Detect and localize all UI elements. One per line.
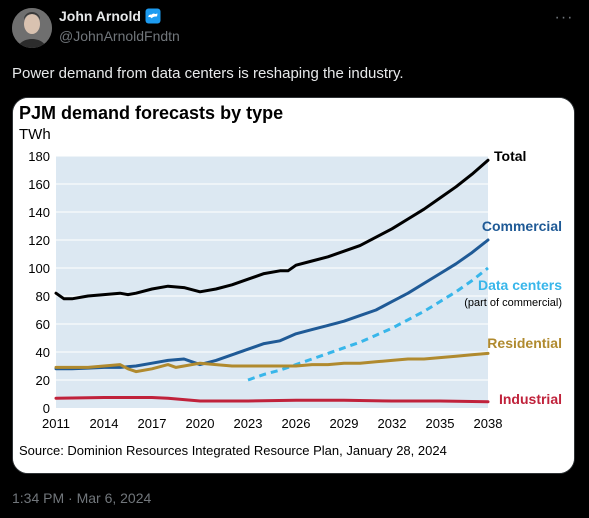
more-dots-icon[interactable]: ···: [554, 9, 574, 26]
x-axis-ticks: 2011 2014 2017 2020 2023 2026 2029 2032 2035 2038: [42, 416, 502, 431]
y-tick-label: 80: [36, 289, 50, 304]
y-tick-label: 180: [28, 149, 50, 164]
timestamp[interactable]: 1:34 PM · Mar 6, 2024: [12, 490, 152, 506]
x-tick-label: 2035: [426, 416, 455, 431]
chart-source: Source: Dominion Resources Integrated Re…: [19, 443, 447, 458]
plot-area: [56, 156, 488, 408]
y-tick-label: 160: [28, 177, 50, 192]
series-label-total: Total: [494, 148, 526, 164]
tweet-text: Power demand from data centers is reshap…: [12, 65, 404, 82]
series-label-industrial: Industrial: [499, 391, 562, 407]
y-tick-label: 100: [28, 261, 50, 276]
x-tick-label: 2032: [378, 416, 407, 431]
chart-figure: PJM demand forecasts by type TWh 0 20 40 60…: [13, 98, 574, 473]
x-tick-label: 2011: [42, 416, 70, 431]
y-tick-label: 120: [28, 233, 50, 248]
series-line-commercial: [54, 238, 490, 371]
series-sublabel-data-centers: (part of commercial): [464, 297, 562, 309]
series-label-commercial: Commercial: [482, 218, 562, 234]
x-tick-label: 2023: [234, 416, 263, 431]
y-tick-label: 60: [36, 317, 50, 332]
author-handle[interactable]: @JohnArnoldFndtn: [59, 28, 180, 44]
series-line-residential: [54, 351, 490, 374]
y-tick-label: 40: [36, 345, 50, 360]
series-line-total: [54, 158, 490, 301]
verified-badge-icon: [145, 8, 161, 24]
x-tick-label: 2020: [186, 416, 215, 431]
y-axis-ticks: 0 20 40 60 80 100 120 140 160 180: [28, 149, 50, 416]
author-name-text: John Arnold: [59, 8, 141, 24]
series-line-industrial: [54, 396, 490, 404]
author-name[interactable]: John Arnold: [59, 8, 161, 24]
y-tick-label: 140: [28, 205, 50, 220]
y-tick-label: 20: [36, 373, 50, 388]
x-tick-label: 2017: [138, 416, 167, 431]
series-labels: Total Commercial Data centers (part of comm…: [464, 148, 562, 407]
x-tick-label: 2014: [90, 416, 119, 431]
avatar[interactable]: [12, 8, 52, 48]
chart-ylabel: TWh: [19, 126, 51, 143]
y-tick-label: 0: [43, 401, 50, 416]
tweet-media-chart[interactable]: PJM demand forecasts by type TWh 0 20 40 60…: [12, 97, 575, 474]
x-tick-label: 2038: [474, 416, 503, 431]
x-tick-label: 2029: [330, 416, 359, 431]
x-tick-label: 2026: [282, 416, 311, 431]
series-label-data-centers: Data centers: [478, 277, 562, 293]
series-lines: [54, 158, 490, 404]
gridlines: [56, 155, 488, 381]
chart-title: PJM demand forecasts by type: [19, 103, 283, 123]
series-label-residential: Residential: [487, 335, 562, 351]
